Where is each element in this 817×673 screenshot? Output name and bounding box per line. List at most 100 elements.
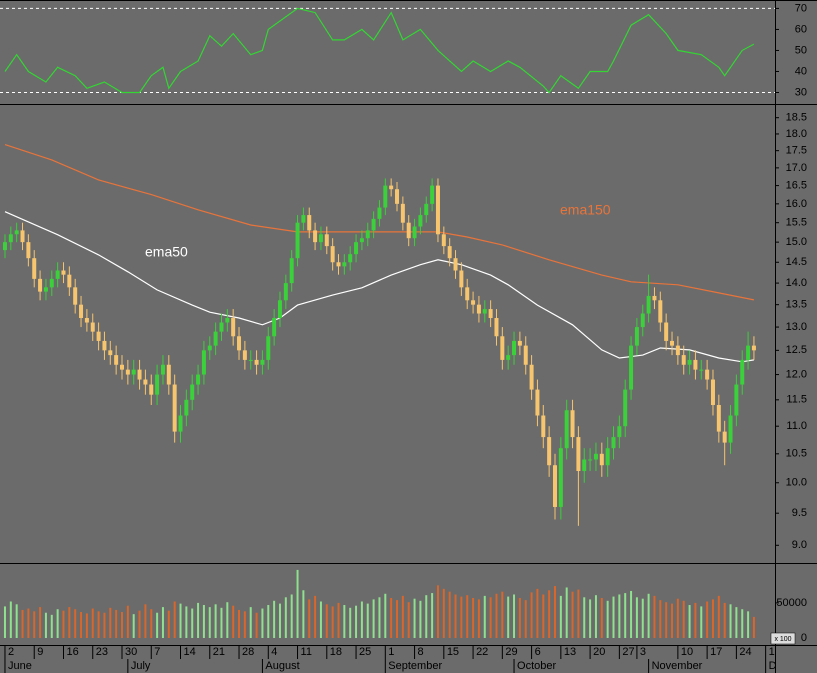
candle-body <box>114 355 119 365</box>
candle-body <box>389 185 394 190</box>
y-tick-label: 16.0 <box>786 198 807 210</box>
volume-bar <box>548 590 551 638</box>
volume-bar <box>80 612 83 638</box>
candle-body <box>8 234 13 243</box>
volume-bar <box>255 612 258 638</box>
candle-body <box>2 242 7 251</box>
x-tick-label: 22 <box>476 646 488 658</box>
y-tick-label: 14.5 <box>786 256 807 268</box>
candle-body <box>277 300 282 319</box>
candle-body <box>523 345 528 365</box>
y-tick-label: 10.0 <box>786 477 807 489</box>
volume-bar <box>372 599 375 638</box>
x-tick-label: 2 <box>8 646 14 658</box>
unit-box <box>770 632 796 645</box>
volume-bar <box>717 595 720 638</box>
candle-body <box>441 234 446 247</box>
candle-body <box>248 359 253 361</box>
candle-body <box>406 222 411 239</box>
candle-body <box>26 242 31 259</box>
volume-bar <box>518 597 521 638</box>
x-tick-label: 23 <box>96 646 108 658</box>
volume-bar <box>612 596 615 638</box>
candle-body <box>289 258 294 284</box>
candle-body <box>494 318 499 337</box>
candle-body <box>722 431 727 443</box>
candle-body <box>412 226 417 239</box>
volume-bar <box>676 598 679 638</box>
volume-bar <box>390 597 393 638</box>
y-tick-label: 15.5 <box>786 217 807 229</box>
volume-bar <box>68 607 71 638</box>
volume-bar <box>606 600 609 638</box>
candle-body <box>716 405 721 432</box>
y-tick-label: 50 <box>795 44 807 56</box>
volume-bar <box>144 604 147 638</box>
volume-bar <box>559 595 562 638</box>
volume-bar <box>436 585 439 638</box>
candle-body <box>751 345 756 351</box>
volume-bar <box>694 602 697 638</box>
x-tick-label: 24 <box>739 646 751 658</box>
candle-body <box>38 278 43 292</box>
x-tick-label: 15 <box>447 646 459 658</box>
candle-body <box>219 322 224 332</box>
volume-bar <box>91 608 94 638</box>
volume-bar <box>384 593 387 638</box>
candle-body <box>131 369 136 375</box>
volume-bar <box>460 596 463 638</box>
volume-bar <box>600 597 603 638</box>
volume-bar <box>226 602 229 638</box>
candle-body <box>354 242 359 255</box>
volume-bar <box>413 598 416 638</box>
volume-bar <box>360 601 363 638</box>
candle-body <box>471 300 476 305</box>
volume-bar <box>630 590 633 638</box>
candle-body <box>465 287 470 301</box>
volume-bar <box>741 609 744 638</box>
candle-body <box>143 379 148 385</box>
volume-bar <box>261 608 264 638</box>
candle-body <box>336 262 341 267</box>
volume-bar <box>21 609 24 638</box>
candle-body <box>324 234 329 247</box>
candle-body <box>43 287 48 292</box>
volume-bar <box>208 607 211 638</box>
candle-body <box>283 283 288 301</box>
x-tick-label: 21 <box>213 646 225 658</box>
candle-body <box>746 345 751 360</box>
candle-body <box>225 318 230 323</box>
candle-body <box>693 359 698 370</box>
volume-bar <box>624 593 627 638</box>
x-tick-label: 3 <box>640 646 646 658</box>
candle-body <box>342 262 347 267</box>
y-tick-label: 60 <box>795 23 807 35</box>
volume-bar <box>553 586 556 638</box>
volume-bar <box>243 611 246 638</box>
volume-bar <box>15 604 18 638</box>
volume-bar <box>27 608 30 638</box>
volume-bar <box>477 599 480 638</box>
candle-body <box>588 459 593 461</box>
x-tick-label: 8 <box>418 646 424 658</box>
x-tick-label: 1 <box>769 646 775 658</box>
volume-bar <box>343 605 346 638</box>
volume-bar <box>85 613 88 638</box>
y-tick-label: 0 <box>801 632 807 644</box>
candle-body <box>699 369 704 371</box>
candle-body <box>430 185 435 204</box>
volume-bar <box>419 600 422 638</box>
volume-bar <box>431 593 434 638</box>
volume-bar <box>132 614 135 638</box>
y-tick-label: 16.5 <box>786 179 807 191</box>
candle-body <box>102 340 107 351</box>
candle-body <box>61 270 66 275</box>
candle-body <box>313 230 318 243</box>
candle-body <box>400 203 405 223</box>
candle-body <box>576 437 581 472</box>
candle-body <box>664 322 669 341</box>
candle-body <box>728 415 733 443</box>
y-tick-label: 70 <box>795 2 807 14</box>
candle-body <box>658 300 663 323</box>
volume-bar <box>507 596 510 638</box>
